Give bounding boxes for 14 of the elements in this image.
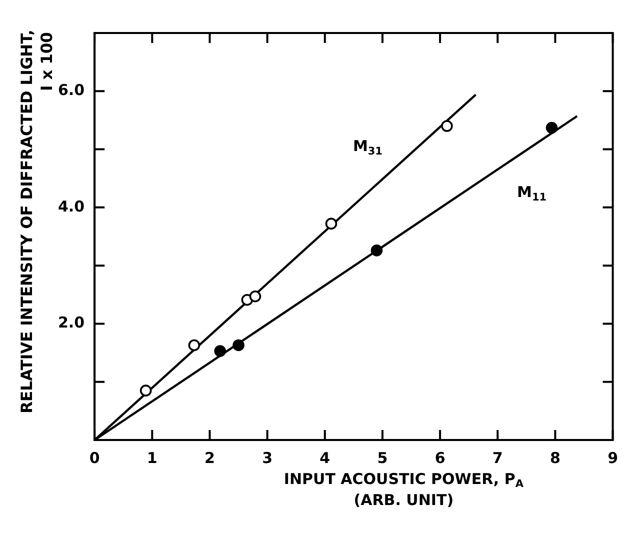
y-axis-title: RELATIVE INTENSITY OF DIFFRACTED LIGHT, I x 100 [18, 30, 56, 414]
x-tick-label: 7 [492, 448, 503, 467]
x-tick-label: 5 [377, 448, 388, 467]
x-tick-label: 6 [434, 448, 446, 467]
x-tick-label: 2 [204, 448, 215, 467]
x-tick-label: 4 [320, 448, 330, 467]
y-tick-label: 4.0 [58, 197, 85, 216]
x-tick-label: 1 [146, 448, 158, 467]
x-tick-label: 0 [89, 448, 100, 467]
y-tick-label: 6.0 [58, 81, 85, 100]
x-tick-label: 3 [262, 448, 273, 467]
x-tick-label: 9 [608, 448, 618, 467]
y-tick-label: 2.0 [58, 314, 85, 332]
x-tick-label: 8 [550, 448, 560, 467]
